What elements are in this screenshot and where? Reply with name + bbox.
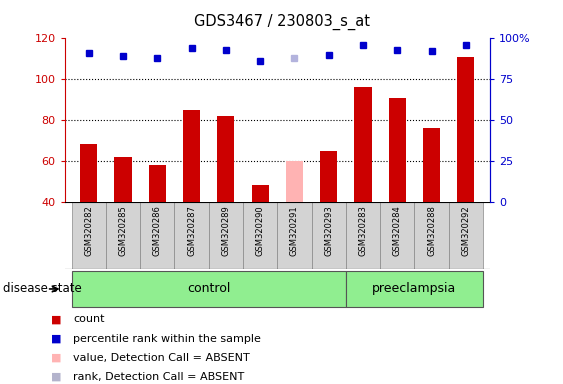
Bar: [346, 271, 483, 307]
Bar: [449, 202, 483, 269]
Bar: [457, 57, 475, 202]
Text: GSM320283: GSM320283: [359, 205, 368, 256]
Text: GSM320287: GSM320287: [187, 205, 196, 256]
Text: disease state: disease state: [3, 281, 82, 295]
Bar: [380, 202, 414, 269]
Bar: [183, 110, 200, 202]
Bar: [252, 185, 269, 202]
Text: GSM320282: GSM320282: [84, 205, 93, 256]
Bar: [72, 202, 106, 269]
Text: ■: ■: [51, 372, 61, 382]
Bar: [175, 202, 209, 269]
Text: count: count: [73, 314, 105, 324]
Text: GSM320292: GSM320292: [461, 205, 470, 256]
Text: ■: ■: [51, 314, 61, 324]
Text: GSM320284: GSM320284: [393, 205, 402, 256]
Text: control: control: [187, 281, 230, 295]
Text: GSM320291: GSM320291: [290, 205, 299, 256]
Text: GSM320289: GSM320289: [221, 205, 230, 256]
Bar: [80, 144, 97, 202]
Text: ■: ■: [51, 334, 61, 344]
Bar: [320, 151, 337, 202]
Bar: [72, 271, 346, 307]
Text: percentile rank within the sample: percentile rank within the sample: [73, 334, 261, 344]
Bar: [106, 202, 140, 269]
Text: value, Detection Call = ABSENT: value, Detection Call = ABSENT: [73, 353, 250, 363]
Text: GSM320293: GSM320293: [324, 205, 333, 256]
Bar: [140, 202, 175, 269]
Bar: [388, 98, 406, 202]
Text: GSM320290: GSM320290: [256, 205, 265, 256]
Bar: [311, 202, 346, 269]
Text: GSM320286: GSM320286: [153, 205, 162, 256]
Bar: [278, 202, 311, 269]
Bar: [423, 128, 440, 202]
Text: preeclampsia: preeclampsia: [372, 281, 457, 295]
Text: rank, Detection Call = ABSENT: rank, Detection Call = ABSENT: [73, 372, 244, 382]
Bar: [414, 202, 449, 269]
Text: GDS3467 / 230803_s_at: GDS3467 / 230803_s_at: [194, 13, 369, 30]
Bar: [114, 157, 132, 202]
Text: GSM320288: GSM320288: [427, 205, 436, 256]
Text: GSM320285: GSM320285: [119, 205, 128, 256]
Bar: [217, 116, 234, 202]
Bar: [209, 202, 243, 269]
Bar: [286, 161, 303, 202]
Text: ■: ■: [51, 353, 61, 363]
Bar: [149, 165, 166, 202]
Bar: [354, 88, 372, 202]
Bar: [346, 202, 380, 269]
Bar: [243, 202, 278, 269]
